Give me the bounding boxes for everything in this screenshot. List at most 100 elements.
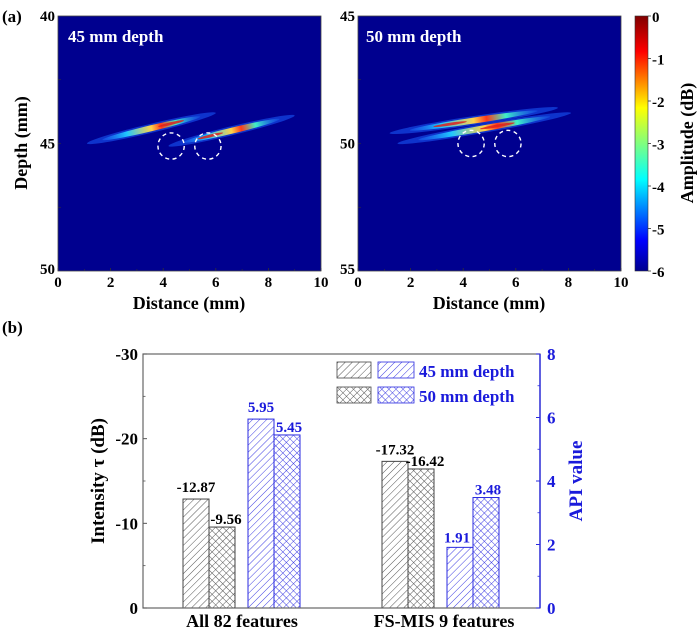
legend-swatch-api-45 bbox=[377, 361, 415, 379]
x-tick-label: 0 bbox=[54, 275, 62, 291]
x-tick-label: 8 bbox=[265, 275, 273, 291]
colorbar: 0 -1 -2 -3 -4 -5 -6 Amplitude (dB) bbox=[634, 10, 698, 281]
heatmap-45mm-streaks bbox=[86, 112, 295, 147]
heatmap-50mm-xlabel: Distance (mm) bbox=[433, 293, 545, 314]
x-tick-label: 4 bbox=[159, 275, 167, 291]
streak-peak bbox=[433, 121, 467, 128]
bar-value-label: -17.32 bbox=[376, 442, 415, 458]
bar-value-label: 5.45 bbox=[276, 420, 302, 436]
heatmap-45mm-title: 45 mm depth bbox=[68, 27, 164, 46]
plot-frame bbox=[57, 15, 322, 272]
bar-chart-bars bbox=[182, 418, 500, 609]
marker-circle bbox=[457, 129, 485, 158]
legend-swatch-intensity-50 bbox=[336, 386, 372, 404]
streak bbox=[389, 107, 558, 135]
left-tick-label: 0 bbox=[130, 599, 139, 618]
bar-intensity-50mm bbox=[407, 468, 435, 609]
right-tick-label: 4 bbox=[547, 472, 556, 491]
heatmap-50mm-streaks bbox=[389, 107, 572, 145]
colorbar-tick-label: -3 bbox=[652, 138, 665, 154]
bar-api-50mm bbox=[273, 434, 301, 609]
bar-value-label: 1.91 bbox=[444, 530, 470, 546]
bar-value-label: 5.95 bbox=[248, 400, 274, 416]
colorbar-tick-label: -2 bbox=[652, 95, 665, 111]
y-tick-label: 45 bbox=[40, 137, 55, 153]
x-tick-label: 2 bbox=[407, 275, 415, 291]
x-tick-label: 2 bbox=[107, 275, 115, 291]
right-tick-label: 6 bbox=[547, 409, 556, 428]
bar-chart: 0 -10 -20 -30 0 2 4 6 8 -12.87 -17.32 -9.56 -16.42… bbox=[88, 345, 587, 631]
heatmap-45mm-circles bbox=[157, 132, 222, 160]
y-tick-label: 45 bbox=[340, 9, 355, 25]
streak-peak bbox=[197, 132, 224, 140]
marker-circle bbox=[494, 129, 522, 158]
panel-label-b: (b) bbox=[2, 318, 23, 337]
left-tick-label: -10 bbox=[115, 514, 138, 533]
legend-swatch-intensity-45 bbox=[336, 361, 372, 379]
bar-intensity-50mm bbox=[208, 526, 236, 609]
category-label: FS-MIS 9 features bbox=[374, 611, 515, 631]
bar-intensity-45mm bbox=[381, 460, 409, 609]
streak-peak bbox=[158, 120, 184, 127]
heatmap-45mm-ylabel: Depth (mm) bbox=[11, 96, 32, 189]
plot-frame bbox=[357, 15, 622, 272]
x-tick-label: 4 bbox=[459, 275, 467, 291]
right-tick-label: 8 bbox=[547, 345, 556, 364]
streak-peak bbox=[480, 122, 515, 130]
colorbar-ticks: 0 -1 -2 -3 -4 -5 -6 bbox=[648, 10, 665, 281]
colorbar-tick-label: 0 bbox=[652, 10, 660, 26]
left-tick-label: -20 bbox=[115, 430, 138, 449]
legend-label-50: 50 mm depth bbox=[419, 387, 515, 406]
x-tick-label: 0 bbox=[354, 275, 362, 291]
marker-circle bbox=[157, 132, 185, 160]
colorbar-gradient bbox=[634, 15, 649, 272]
legend: 45 mm depth 50 mm depth bbox=[336, 361, 515, 406]
bar-api-50mm bbox=[472, 497, 500, 609]
right-axis-ticks: 0 2 4 6 8 bbox=[536, 345, 556, 618]
left-axis-ticks: 0 -10 -20 -30 bbox=[115, 345, 147, 618]
heatmap-45mm-ticks: 0 2 4 6 8 10 40 45 50 bbox=[40, 9, 329, 291]
x-tick-label: 6 bbox=[512, 275, 520, 291]
heatmap-45mm-xlabel: Distance (mm) bbox=[133, 293, 245, 314]
heatmap-50mm: 0 2 4 6 8 10 45 50 55 50 mm depth Distance (mm) bbox=[340, 9, 629, 314]
heatmap-50mm-circles bbox=[457, 129, 522, 158]
bar-intensity-45mm bbox=[182, 498, 210, 609]
colorbar-tick-label: -5 bbox=[652, 223, 665, 239]
colorbar-tick-label: -1 bbox=[652, 53, 665, 69]
x-tick-label: 8 bbox=[565, 275, 573, 291]
streak bbox=[397, 112, 572, 145]
right-tick-label: 2 bbox=[547, 536, 556, 555]
category-labels: All 82 features FS-MIS 9 features bbox=[186, 611, 514, 631]
bar-value-label: -12.87 bbox=[177, 480, 216, 496]
left-axis-label: Intensity τ (dB) bbox=[88, 418, 109, 544]
right-tick-label: 0 bbox=[547, 599, 556, 618]
colorbar-tick-label: -6 bbox=[652, 265, 665, 281]
x-tick-label: 10 bbox=[314, 275, 329, 291]
legend-swatch-api-50 bbox=[377, 386, 415, 404]
right-axis-label: API value bbox=[566, 441, 587, 522]
x-tick-label: 10 bbox=[614, 275, 629, 291]
y-tick-label: 55 bbox=[340, 262, 355, 278]
y-tick-label: 50 bbox=[340, 137, 355, 153]
bar-value-label: 3.48 bbox=[475, 483, 501, 499]
bar-value-label: -9.56 bbox=[210, 512, 242, 528]
colorbar-tick-label: -4 bbox=[652, 180, 665, 196]
legend-label-45: 45 mm depth bbox=[419, 362, 515, 381]
bar-api-45mm bbox=[446, 546, 474, 609]
bar-api-45mm bbox=[247, 418, 275, 609]
x-tick-label: 6 bbox=[212, 275, 220, 291]
y-tick-label: 50 bbox=[40, 262, 55, 278]
bar-value-labels: -12.87 -17.32 -9.56 -16.42 5.95 1.91 5.45 3.48 bbox=[177, 400, 502, 546]
bar-value-label: -16.42 bbox=[406, 454, 445, 470]
panel-label-a: (a) bbox=[2, 7, 22, 26]
left-tick-label: -30 bbox=[115, 345, 138, 364]
y-tick-label: 40 bbox=[40, 9, 55, 25]
marker-circle bbox=[194, 132, 222, 160]
category-label: All 82 features bbox=[186, 611, 298, 631]
streak bbox=[86, 112, 216, 145]
heatmap-50mm-title: 50 mm depth bbox=[366, 27, 462, 46]
streak bbox=[168, 114, 295, 147]
heatmap-50mm-ticks: 0 2 4 6 8 10 45 50 55 bbox=[340, 9, 629, 291]
